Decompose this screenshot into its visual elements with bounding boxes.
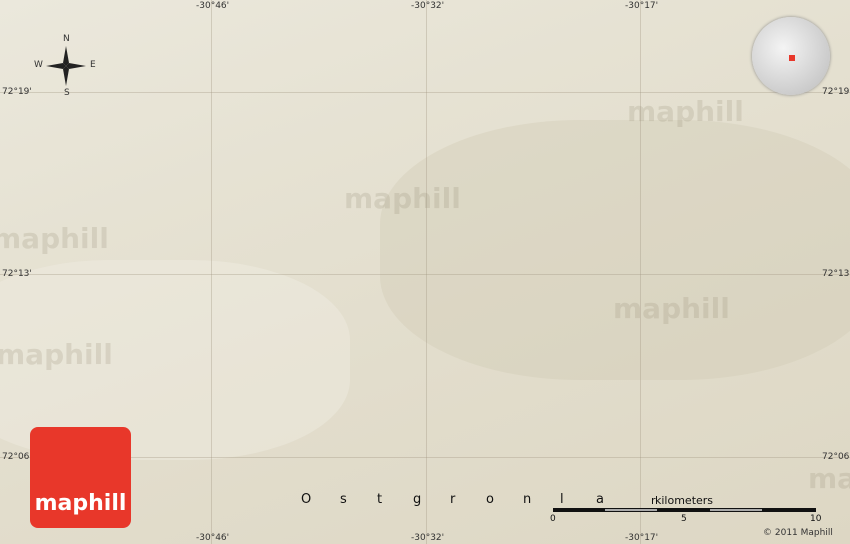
region-letter: t bbox=[377, 492, 383, 507]
longitude-label: -30°17' bbox=[625, 533, 659, 543]
region-letter: O bbox=[301, 492, 312, 507]
meridian-line bbox=[426, 0, 427, 544]
region-letter: r bbox=[651, 494, 656, 507]
longitude-label: -30°32' bbox=[411, 533, 445, 543]
relief-shading bbox=[380, 120, 850, 380]
region-letter: n bbox=[523, 492, 532, 507]
longitude-label: -30°17' bbox=[625, 1, 659, 11]
parallel-line bbox=[0, 92, 850, 93]
longitude-label: -30°46' bbox=[196, 1, 230, 11]
location-marker bbox=[789, 55, 795, 61]
compass-w: W bbox=[34, 60, 43, 70]
latitude-label: 72°13' bbox=[822, 269, 850, 279]
scale-tick: 0 bbox=[550, 514, 556, 524]
compass-s: S bbox=[64, 88, 70, 98]
watermark: maphill bbox=[613, 292, 730, 325]
compass-e: E bbox=[90, 60, 96, 70]
watermark: maphill bbox=[344, 182, 461, 215]
copyright: © 2011 Maphill bbox=[763, 528, 833, 538]
relief-shading bbox=[0, 260, 350, 460]
region-letter: g bbox=[413, 492, 422, 507]
latitude-label: 72°19' bbox=[2, 87, 32, 97]
latitude-label: 72°06' bbox=[2, 452, 32, 462]
latitude-label: 72°13' bbox=[2, 269, 32, 279]
compass-rose: N S W E bbox=[34, 34, 98, 98]
longitude-label: -30°46' bbox=[196, 533, 230, 543]
locator-globe bbox=[752, 17, 830, 95]
parallel-line bbox=[0, 274, 850, 275]
longitude-label: -30°32' bbox=[411, 1, 445, 11]
watermark: maphill bbox=[627, 95, 744, 128]
region-letter: l bbox=[560, 492, 564, 507]
scale-tick: 5 bbox=[681, 514, 687, 524]
watermark: maphill bbox=[808, 462, 850, 495]
region-letter: o bbox=[486, 492, 494, 507]
region-letter: a bbox=[596, 492, 604, 507]
watermark: maphill bbox=[0, 338, 113, 371]
parallel-line bbox=[0, 457, 850, 458]
compass-icon bbox=[46, 46, 86, 86]
watermark: maphill bbox=[0, 222, 109, 255]
meridian-line bbox=[640, 0, 641, 544]
meridian-line bbox=[211, 0, 212, 544]
maphill-logo[interactable]: maphill bbox=[30, 427, 131, 528]
logo-text: maphill bbox=[34, 491, 127, 516]
compass-n: N bbox=[63, 34, 70, 44]
latitude-label: 72°19' bbox=[822, 87, 850, 97]
scale-unit: kilometers bbox=[655, 494, 714, 507]
latitude-label: 72°06' bbox=[822, 452, 850, 462]
scale-tick: 10 bbox=[810, 514, 822, 524]
region-letter: s bbox=[340, 492, 347, 507]
region-letter: r bbox=[450, 492, 456, 507]
